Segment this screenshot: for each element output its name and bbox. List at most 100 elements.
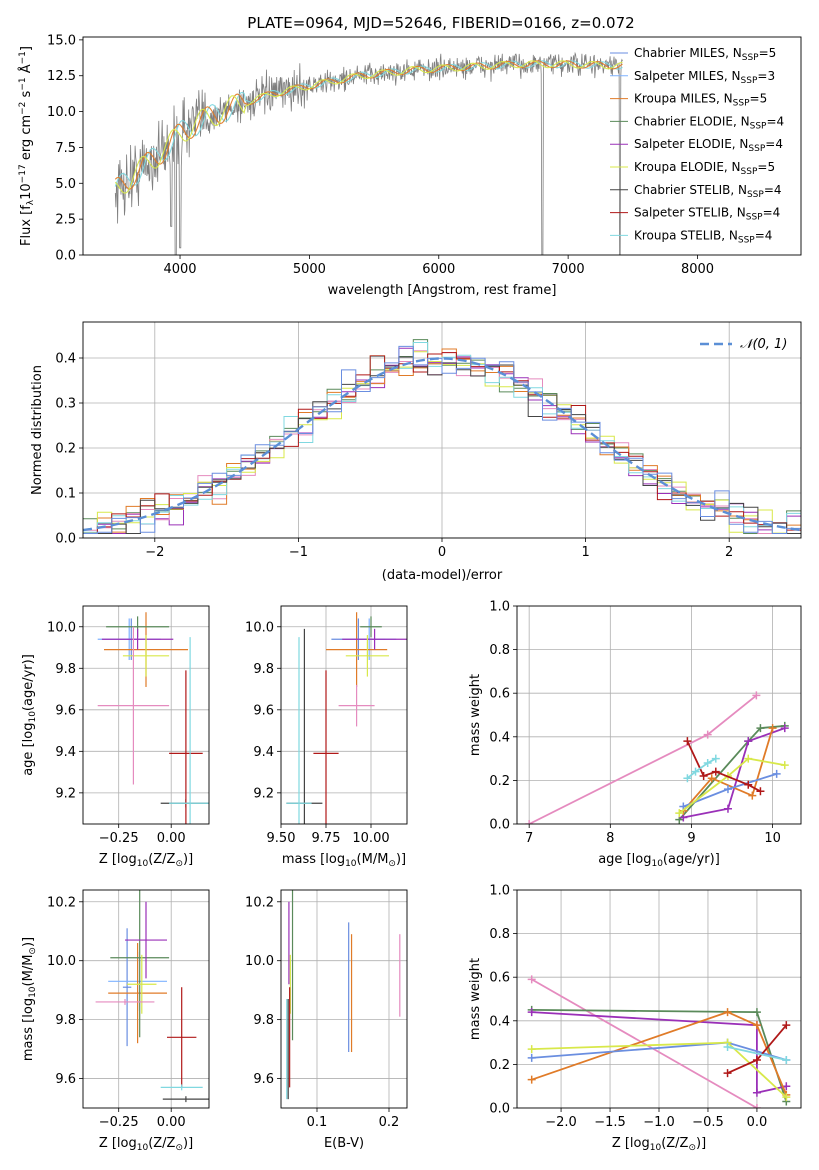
weight_vs_age-plot-area bbox=[517, 606, 801, 824]
weight-marker bbox=[703, 730, 712, 739]
weight-marker bbox=[711, 754, 720, 763]
age_vs_Z-plot-area bbox=[83, 606, 209, 824]
x-tick-label: 9 bbox=[687, 831, 695, 846]
y-tick-label: 2.5 bbox=[55, 213, 76, 228]
x-tick-label: 2 bbox=[725, 545, 733, 560]
x-tick-label: −1.0 bbox=[643, 1115, 675, 1130]
weight_vs_Z-plot-area bbox=[517, 890, 801, 1108]
spectrum-panel: 4000 5000 6000 7000 8000 0.0 2.5 5.0 7.5 10.0 12.5… bbox=[18, 33, 802, 298]
weight-marker bbox=[752, 1104, 761, 1108]
y-axis-label: mass [log10(M/M⊙)] bbox=[21, 937, 38, 1061]
weight-marker bbox=[723, 785, 732, 794]
weight-marker bbox=[780, 724, 789, 733]
x-tick-label: 8000 bbox=[681, 262, 714, 277]
x-axis-label: Z [log10(Z/Z⊙)] bbox=[99, 1136, 193, 1153]
y-tick-label: 5.0 bbox=[55, 177, 76, 192]
x-axis-label: (data-model)/error bbox=[382, 568, 503, 583]
y-axis-label: mass weight bbox=[468, 958, 483, 1040]
weight-marker bbox=[752, 1008, 761, 1017]
weight-marker bbox=[744, 754, 753, 763]
weight-series bbox=[678, 757, 785, 814]
y-tick-label: 0.0 bbox=[55, 532, 76, 547]
legend-entry: Salpeter MILES, NSSP=3 bbox=[634, 69, 775, 86]
y-tick-label: 0.6 bbox=[489, 971, 510, 986]
y-axis-label: Flux [fλ10−17 erg cm−2 s−1 Å−1] bbox=[18, 46, 36, 246]
axes-frame bbox=[82, 605, 210, 825]
y-tick-label: 10.2 bbox=[47, 895, 76, 910]
y-tick-label: 12.5 bbox=[47, 69, 76, 84]
y-tick-label: 9.8 bbox=[55, 1013, 76, 1028]
weight-marker bbox=[782, 1021, 791, 1030]
y-tick-label: 0.0 bbox=[489, 1102, 510, 1117]
weight-marker bbox=[756, 787, 765, 796]
weight-marker bbox=[691, 767, 700, 776]
legend-entry: 𝒩(0, 1) bbox=[740, 337, 787, 352]
x-tick-label: 7000 bbox=[552, 262, 585, 277]
spectrum-legend: Chabrier MILES, NSSP=5 Salpeter MILES, NS… bbox=[610, 46, 784, 245]
x-axis-label: Z [log10(Z/Z⊙)] bbox=[612, 1136, 706, 1153]
legend-entry: Salpeter STELIB, NSSP=4 bbox=[634, 206, 780, 223]
y-tick-label: 0.8 bbox=[489, 927, 510, 942]
mass_vs_ebv-panel: 0.1 0.2 9.6 9.8 10.0 10.2 E(B-V) bbox=[245, 889, 408, 1151]
y-tick-label: 15.0 bbox=[47, 33, 76, 48]
x-tick-label: −1.5 bbox=[594, 1115, 626, 1130]
weight-series bbox=[528, 694, 757, 824]
axes-frame bbox=[82, 889, 210, 1109]
weight-marker bbox=[756, 724, 765, 733]
weight-marker bbox=[723, 1069, 732, 1078]
weight-marker bbox=[527, 975, 536, 984]
y-tick-label: 9.6 bbox=[55, 703, 76, 718]
y-tick-label: 0.4 bbox=[489, 730, 510, 745]
y-tick-label: 0.6 bbox=[489, 687, 510, 702]
y-tick-label: 9.2 bbox=[253, 786, 274, 801]
weight_vs_age-panel: 7 8 9 10 0.0 0.2 0.4 0.6 0.8 1.0 age [log10(age/yr… bbox=[468, 600, 802, 869]
y-tick-label: 9.8 bbox=[55, 662, 76, 677]
legend-entry: Kroupa MILES, NSSP=5 bbox=[634, 92, 767, 109]
x-tick-label: −0.25 bbox=[99, 1115, 139, 1130]
y-tick-label: 9.4 bbox=[253, 745, 274, 760]
weight-marker bbox=[782, 1082, 791, 1091]
y-tick-label: 10.0 bbox=[245, 954, 274, 969]
x-tick-label: 5000 bbox=[293, 262, 326, 277]
age_vs_mass-plot-area bbox=[281, 606, 407, 824]
y-tick-label: 9.6 bbox=[55, 1072, 76, 1087]
x-tick-label: 1 bbox=[581, 545, 589, 560]
y-tick-label: 1.0 bbox=[489, 884, 510, 899]
weight-marker bbox=[703, 758, 712, 767]
y-axis-label: mass weight bbox=[468, 674, 483, 756]
x-tick-label: 9.75 bbox=[312, 831, 341, 846]
y-tick-label: 9.2 bbox=[55, 786, 76, 801]
weight-marker bbox=[683, 737, 692, 746]
y-tick-label: 0.8 bbox=[489, 643, 510, 658]
model-spectrum bbox=[114, 60, 623, 194]
weight-marker bbox=[527, 1045, 536, 1054]
figure-title: PLATE=0964, MJD=52646, FIBERID=0166, z=0… bbox=[247, 14, 634, 32]
x-axis-label: wavelength [Angstrom, rest frame] bbox=[328, 283, 557, 298]
weight_vs_Z-panel: −2.0 −1.5 −1.0 −0.5 0.0 0.0 0.2 0.4 0.6 0.8 1.0 Z [… bbox=[468, 884, 802, 1153]
axes-frame bbox=[82, 36, 802, 256]
y-tick-label: 9.8 bbox=[253, 1013, 274, 1028]
x-tick-label: −2 bbox=[145, 545, 164, 560]
legend-entry: Chabrier MILES, NSSP=5 bbox=[634, 46, 776, 63]
residual-histogram bbox=[83, 345, 801, 534]
axes-frame bbox=[516, 889, 802, 1109]
weight-marker bbox=[744, 780, 753, 789]
y-tick-label: 0.3 bbox=[55, 397, 76, 412]
weight-marker bbox=[723, 804, 732, 813]
age_vs_mass-panel: 9.50 9.75 10.00 9.2 9.4 9.6 9.8 10.0 mass [log10… bbox=[245, 605, 408, 869]
weight-marker bbox=[752, 1088, 761, 1097]
x-axis-label: Z [log10(Z/Z⊙)] bbox=[99, 852, 193, 869]
y-tick-label: 0.2 bbox=[489, 1058, 510, 1073]
x-tick-label: 0.1 bbox=[307, 1115, 328, 1130]
weight-series bbox=[531, 978, 758, 1108]
y-tick-label: 0.0 bbox=[489, 818, 510, 833]
weight-marker bbox=[527, 1075, 536, 1084]
weight-series bbox=[683, 727, 786, 819]
x-axis-label: mass [log10(M/M⊙)] bbox=[282, 852, 406, 869]
weight-marker bbox=[752, 691, 761, 700]
weight-series bbox=[686, 757, 717, 779]
y-tick-label: 0.2 bbox=[55, 442, 76, 457]
weight-marker bbox=[752, 1021, 761, 1030]
mass_vs_Z-plot-area bbox=[83, 890, 209, 1108]
